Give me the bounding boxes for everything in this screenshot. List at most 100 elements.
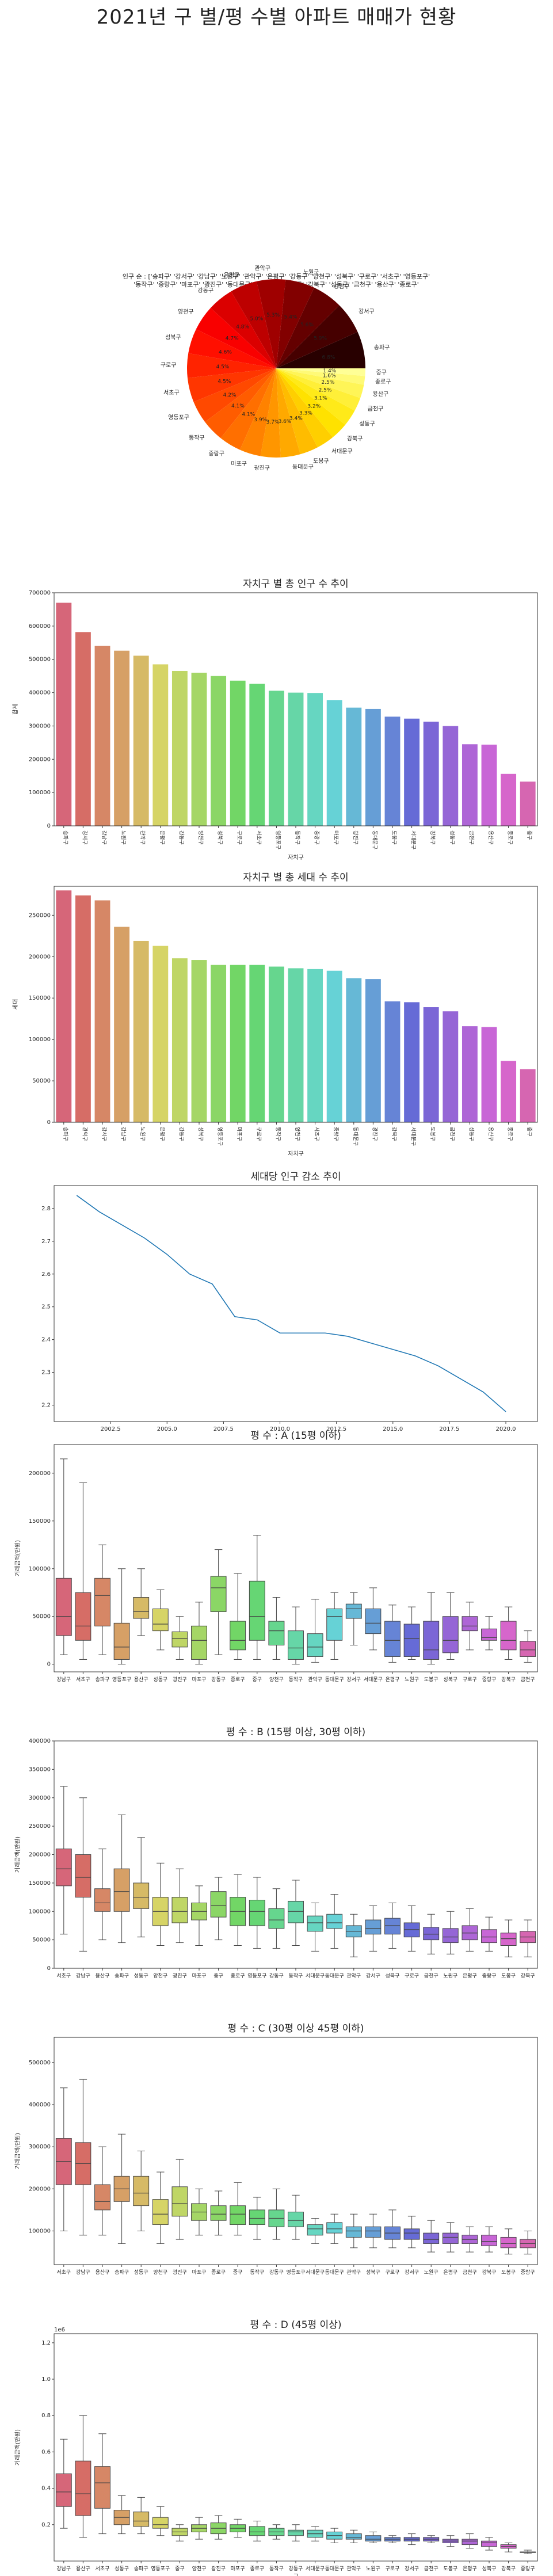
- x-tick-label: 영등포구: [112, 1676, 131, 1683]
- x-tick-label: 2010.0: [270, 1426, 290, 1432]
- bar: [384, 717, 401, 826]
- y-tick-label: 300000: [29, 723, 51, 729]
- x-tick-label: 마포구: [236, 1127, 242, 1141]
- x-tick-label: 중랑구: [333, 1127, 340, 1141]
- y-tick-label: 200000: [29, 954, 51, 960]
- box: [210, 2205, 227, 2221]
- pie-category-label: 강동구: [197, 287, 213, 294]
- y-tick-label: 150000: [29, 1880, 51, 1887]
- y-tick-label: 600000: [29, 623, 51, 630]
- pie-slice: [276, 368, 365, 385]
- y-tick-label: 100000: [29, 1037, 51, 1043]
- x-tick-label: 중랑구: [521, 2269, 535, 2276]
- box: [442, 2232, 459, 2244]
- x-tick-label: 구로구: [236, 830, 242, 845]
- x-tick-label: 강동구: [178, 1127, 184, 1141]
- box: [55, 1577, 72, 1636]
- bar: [249, 965, 265, 1122]
- chart-title: 자치구 별 총 인구 수 추이: [243, 578, 348, 590]
- box: [210, 1891, 227, 1918]
- y-axis-label: 거래금액(만원): [14, 1540, 21, 1576]
- x-tick-label: 강북구: [521, 1973, 535, 1979]
- x-tick-label: 관악구: [139, 830, 146, 845]
- pie-category-label: 서대문구: [331, 448, 353, 455]
- box: [345, 1603, 362, 1619]
- x-tick-label: 마포구: [192, 1676, 207, 1683]
- x-tick-label: 마포구: [231, 2566, 245, 2572]
- x-tick-label: 강남구: [56, 1676, 71, 1683]
- x-tick-label: 동대문구: [352, 1127, 359, 1146]
- y-tick-label: 0: [47, 1119, 51, 1126]
- box: [249, 2209, 265, 2226]
- plot-frame: [54, 592, 538, 826]
- box: [365, 2226, 382, 2238]
- bar: [268, 691, 284, 826]
- pie-percent-label: 4.5%: [218, 379, 231, 385]
- pie-slice: [276, 368, 365, 376]
- x-axis-label: 구: [293, 2574, 298, 2576]
- y-tick-label: 1.2: [41, 2340, 51, 2346]
- x-tick-label: 용산구: [134, 1676, 148, 1683]
- x-tick-label: 관악구: [308, 1676, 322, 1683]
- x-tick-label: 종로구: [231, 1676, 245, 1683]
- y-tick-label: 0.8: [41, 2413, 51, 2419]
- x-tick-label: 양천구: [192, 2566, 207, 2572]
- pie-percent-label: 3.3%: [299, 411, 312, 417]
- x-tick-label: 강남구: [101, 830, 107, 845]
- x-tick-label: 강남구: [76, 2269, 90, 2276]
- bar: [171, 958, 188, 1122]
- x-tick-label: 금천구: [449, 1127, 455, 1141]
- pie-category-label: 성동구: [359, 421, 375, 428]
- x-tick-label: 양천구: [153, 2269, 167, 2276]
- x-tick-label: 노원구: [405, 1676, 419, 1683]
- pie-percent-label: 2.5%: [319, 388, 332, 394]
- page-title: 2021년 구 별/평 수별 아파트 매매가 현황: [96, 6, 457, 29]
- x-tick-label: 구로구: [255, 1127, 262, 1141]
- box: [94, 2466, 110, 2509]
- y-tick-label: 200000: [29, 756, 51, 763]
- pie-slice: [257, 279, 286, 368]
- chart-title: 평 수 : C (30평 이상 45평 이하): [227, 2023, 364, 2034]
- box: [133, 1883, 150, 1909]
- x-tick-label: 영등포구: [274, 830, 281, 849]
- box: [171, 1897, 188, 1923]
- y-tick-label: 250000: [29, 1823, 51, 1830]
- x-tick-label: 동대문구: [325, 1973, 344, 1979]
- x-tick-label: 서대문구: [306, 2566, 325, 2572]
- x-tick-label: 광진구: [173, 1676, 187, 1683]
- y-tick-label: 300000: [29, 1795, 51, 1801]
- box: [442, 1616, 459, 1653]
- x-tick-label: 도봉구: [429, 1127, 436, 1141]
- x-tick-label: 강서구: [346, 1676, 361, 1683]
- box: [191, 1625, 207, 1660]
- x-tick-label: 용산구: [96, 1973, 110, 1979]
- pie-percent-label: 4.6%: [219, 349, 232, 355]
- bar: [520, 782, 536, 826]
- x-tick-label: 용산구: [487, 830, 494, 845]
- x-tick-label: 종로구: [211, 2269, 226, 2276]
- bar: [326, 700, 342, 826]
- y-tick-label: 1.0: [41, 2376, 51, 2383]
- box-chart-4: 평 수 : A (15평 이하) 강남구 서초구 송파구 영등포구 용산구 성동구 광진구 마포…: [14, 1430, 538, 1683]
- y-tick-label: 300000: [29, 2144, 51, 2150]
- x-tick-label: 은평구: [386, 1676, 400, 1683]
- box: [384, 1621, 401, 1657]
- box: [55, 1849, 72, 1887]
- bar: [249, 683, 265, 826]
- box: [230, 2205, 246, 2226]
- x-tick-label: 성동구: [134, 1973, 148, 1979]
- x-tick-label: 은평구: [159, 830, 165, 845]
- x-tick-label: 양천구: [294, 1127, 300, 1141]
- pie-percent-label: 3.4%: [289, 416, 303, 421]
- x-tick-label: 도봉구: [424, 1676, 438, 1683]
- x-tick-label: 중구: [253, 1676, 262, 1683]
- chart-title: 자치구 별 총 세대 수 추이: [243, 872, 348, 883]
- y-tick-label: 0.4: [41, 2486, 51, 2492]
- pie-slice: [276, 287, 340, 368]
- x-tick-label: 강북구: [429, 830, 436, 845]
- x-tick-label: 송파구: [62, 1127, 68, 1141]
- pie-slice: [211, 291, 276, 368]
- box: [152, 1608, 169, 1632]
- box: [113, 1868, 130, 1912]
